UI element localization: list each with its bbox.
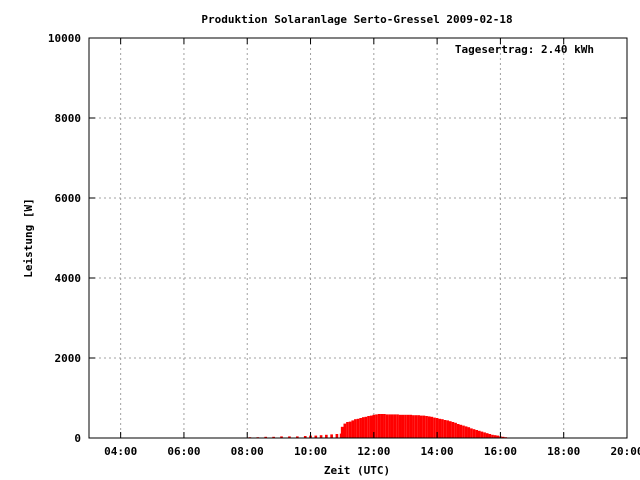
y-tick-label: 4000 [55,272,82,285]
power-bars [248,414,510,438]
power-bar [417,415,420,438]
power-bar [393,414,397,438]
grid-lines [89,38,627,438]
power-bar [335,434,339,438]
power-bar [485,433,489,438]
power-bar [396,414,399,438]
power-bar [390,414,394,438]
power-bar [401,414,405,438]
power-bar [314,435,318,438]
power-bar [451,422,455,438]
power-bar [422,415,426,438]
power-bar [443,420,447,438]
x-tick-label: 20:00 [610,445,640,458]
power-bar [303,436,307,438]
power-bar [480,431,484,438]
plot-frame [88,37,628,439]
power-bar [346,422,349,438]
power-bar [491,434,494,438]
power-bar [351,420,355,438]
power-bar [483,432,486,438]
x-tick-label: 08:00 [231,445,264,458]
power-bar [356,418,360,438]
power-bar [367,416,370,438]
power-bar [477,430,481,438]
power-bar [359,418,362,438]
power-bar [430,416,434,438]
power-bar [425,416,428,438]
power-bar [361,417,365,438]
power-bar [409,414,413,438]
power-bar [488,434,492,438]
power-bar [372,414,376,438]
power-bar [375,414,378,438]
power-bar [330,434,333,438]
x-tick-label: 06:00 [167,445,200,458]
power-bar [414,415,418,438]
power-bar [435,418,439,438]
power-bar [288,436,291,438]
power-bar [343,423,347,438]
power-bar [446,420,449,438]
x-tick-label: 16:00 [484,445,517,458]
power-bar [404,414,407,438]
power-bar [406,414,410,438]
power-bar [433,417,436,438]
power-bar [454,422,457,438]
power-bar [419,415,423,438]
power-bar [348,421,352,438]
chart-title: Produktion Solaranlage Serto-Gressel 200… [201,13,512,26]
power-bar [319,435,323,438]
power-bar [388,414,391,438]
y-tick-label: 8000 [55,112,82,125]
power-bar [501,436,505,438]
power-bar [472,429,476,438]
power-bar [493,435,497,438]
power-bar [398,414,402,438]
power-bar [383,414,386,438]
y-tick-label: 10000 [48,32,81,45]
power-bar [427,416,431,438]
x-axis-ticks: 04:00 06:00 08:00 10:00 12:00 14:00 16:00 18:00… [104,38,640,458]
x-tick-label: 10:00 [294,445,327,458]
y-axis-ticks: 0 2000 4000 6000 8000 10000 [48,32,627,445]
power-bar [296,436,299,438]
x-axis-label: Zeit (UTC) [324,464,390,477]
power-bar [364,416,368,438]
power-bar [280,436,283,438]
x-tick-label: 12:00 [357,445,390,458]
power-bar [462,425,465,438]
x-tick-label: 04:00 [104,445,137,458]
y-tick-label: 0 [74,432,81,445]
power-bar [475,430,478,438]
y-axis-label: Leistung [W] [22,198,35,277]
power-bar [459,424,463,438]
x-tick-label: 18:00 [547,445,580,458]
power-bar [448,421,452,438]
power-bar [464,426,468,438]
power-bar [354,419,357,438]
power-bar [272,436,275,438]
power-bar [377,414,381,438]
y-tick-label: 2000 [55,352,82,365]
power-bar [456,424,460,438]
daily-yield-annotation: Tagesertrag: 2.40 kWh [455,43,594,56]
power-bar [369,415,373,438]
power-bar [380,414,384,438]
power-bar [264,436,268,438]
power-bar [325,434,328,438]
power-bar [438,418,442,438]
power-bar [385,414,389,438]
power-bar [412,415,415,438]
power-bar [467,427,471,438]
y-tick-label: 6000 [55,192,82,205]
power-bar [340,426,344,438]
power-bar [441,419,444,438]
power-bar [496,435,500,438]
x-tick-label: 14:00 [421,445,454,458]
power-bar [470,428,473,438]
